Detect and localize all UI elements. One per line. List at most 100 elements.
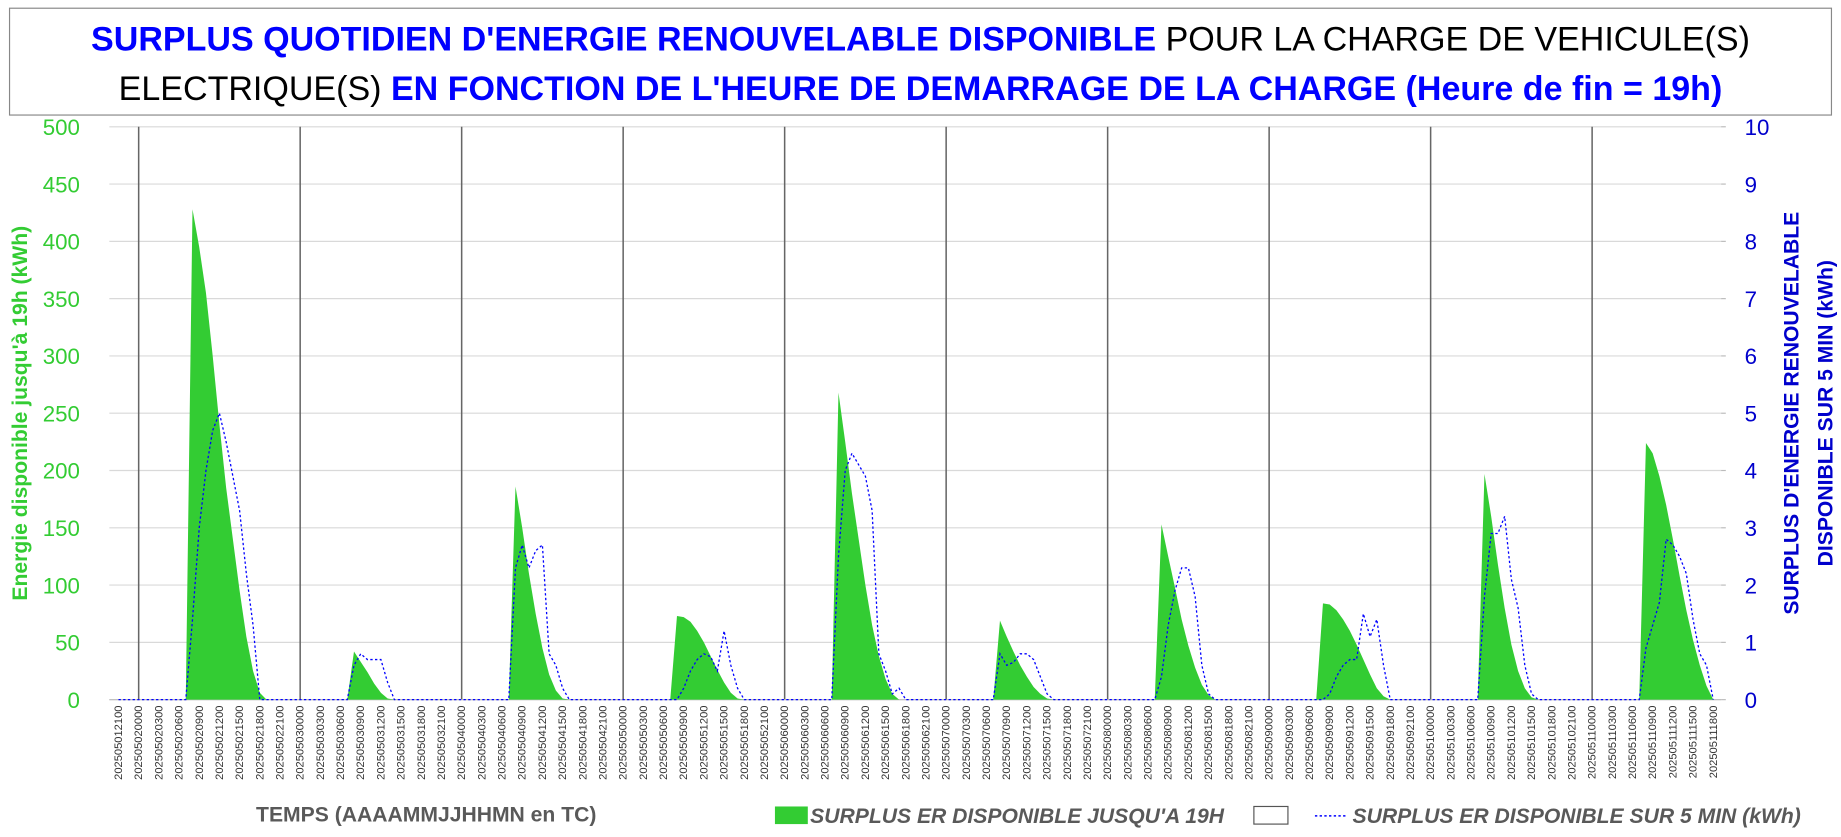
x-tick-label: 202505052100 <box>759 706 771 780</box>
x-tick-label: 202505050000 <box>618 706 630 780</box>
title-part: SURPLUS QUOTIDIEN D'ENERGIE RENOUVELABLE… <box>91 20 1156 58</box>
y2-tick-label: 6 <box>1745 344 1757 369</box>
x-tick-label: 202505060300 <box>799 706 811 780</box>
x-tick-label: 202505050900 <box>678 706 690 780</box>
y-tick-label: 500 <box>43 115 80 140</box>
x-tick-label: 202505111500 <box>1688 706 1700 779</box>
x-tick-label: 202505081800 <box>1223 706 1235 780</box>
x-tick-label: 202505040600 <box>497 706 509 780</box>
y2-tick-label: 0 <box>1745 688 1757 713</box>
x-tick-label: 202505041500 <box>557 706 569 780</box>
x-tick-label: 202505032100 <box>436 706 448 780</box>
x-tick-label: 202505071500 <box>1042 706 1054 780</box>
y-tick-label: 400 <box>43 230 80 255</box>
y2-tick-label: 10 <box>1745 115 1770 140</box>
x-tick-label: 202505071800 <box>1062 706 1074 780</box>
x-tick-label: 202505070900 <box>1001 706 1013 780</box>
x-tick-label: 202505110000 <box>1587 706 1599 780</box>
x-tick-label: 202505092100 <box>1405 706 1417 780</box>
x-tick-label: 202505030900 <box>355 706 367 780</box>
y-tick-label: 450 <box>43 172 80 197</box>
y-tick-label: 100 <box>43 573 80 598</box>
title-line-1: SURPLUS QUOTIDIEN D'ENERGIE RENOUVELABLE… <box>91 20 1750 58</box>
x-tick-label: 202505041200 <box>537 706 549 780</box>
x-tick-label: 202505060600 <box>820 706 832 780</box>
x-tick-label: 202505061200 <box>860 706 872 780</box>
x-tick-label: 202505050300 <box>638 706 650 780</box>
x-tick-label: 202505031200 <box>375 706 387 780</box>
y2-tick-label: 8 <box>1745 230 1757 255</box>
y-tick-label: 150 <box>43 516 80 541</box>
x-tick-label: 202505082100 <box>1243 706 1255 780</box>
x-tick-label: 202505031800 <box>416 706 428 780</box>
x-tick-label: 202505100300 <box>1445 706 1457 780</box>
area <box>118 209 1714 700</box>
x-tick-label: 202505041800 <box>577 706 589 780</box>
legend-label: SURPLUS ER DISPONIBLE SUR 5 MIN (kWh) <box>1353 805 1801 828</box>
x-tick-label: 202505021200 <box>214 706 226 780</box>
y-tick-label: 300 <box>43 344 80 369</box>
x-tick-label: 202505102100 <box>1566 706 1578 780</box>
y2-tick-label: 4 <box>1745 459 1757 484</box>
x-tick-label: 202505020000 <box>133 706 145 780</box>
x-tick-label: 202505091800 <box>1385 706 1397 780</box>
line <box>118 411 1714 701</box>
x-tick-label: 202505071200 <box>1021 706 1033 780</box>
y-tick-label: 0 <box>68 688 80 713</box>
y-axis-title: Energie disponible jusqu'à 19h (kWh) <box>9 226 32 601</box>
x-tick-label: 202505090300 <box>1284 706 1296 780</box>
title-part: POUR LA CHARGE DE VEHICULE(S) <box>1166 20 1750 58</box>
x-tick-label: 202505030000 <box>295 706 307 780</box>
legend-empty-key <box>1253 805 1289 825</box>
x-tick-label: 202505111800 <box>1708 706 1720 779</box>
x-tick-label: 202505030600 <box>335 706 347 780</box>
x-tick-label: 202505110600 <box>1627 706 1639 780</box>
y2-tick-label: 9 <box>1745 172 1757 197</box>
x-tick-label: 202505090600 <box>1304 706 1316 780</box>
x-tick-label: 202505060900 <box>840 706 852 780</box>
x-tick-label: 202505051500 <box>719 706 731 780</box>
y2-axis-title: DISPONIBLE SUR 5 MIN (kWh) <box>1815 260 1838 566</box>
x-tick-label: 202505101500 <box>1526 706 1538 780</box>
x-tick-label: 202505051800 <box>739 706 751 780</box>
x-tick-label: 202505021800 <box>254 706 266 780</box>
y-tick-label: 250 <box>43 401 80 426</box>
x-tick-label: 202505062100 <box>920 706 932 780</box>
x-tick-label: 202505060000 <box>779 706 791 780</box>
x-tick-label: 202505020900 <box>194 706 206 780</box>
x-tick-label: 202505101200 <box>1506 706 1518 780</box>
x-tick-label: 202505091200 <box>1344 706 1356 780</box>
x-tick-label: 202505090000 <box>1264 706 1276 780</box>
x-tick-label: 202505020600 <box>174 706 186 780</box>
y-tick-label: 350 <box>43 287 80 312</box>
x-tick-label: 202505030300 <box>315 706 327 780</box>
x-tick-label: 202505070600 <box>981 706 993 780</box>
x-tick-label: 202505070300 <box>961 706 973 780</box>
x-tick-label: 202505101800 <box>1546 706 1558 780</box>
y2-tick-label: 2 <box>1745 573 1757 598</box>
x-tick-label: 202505111200 <box>1667 706 1679 779</box>
title-line-2: ELECTRIQUE(S) EN FONCTION DE L'HEURE DE … <box>119 70 1723 108</box>
x-tick-label: 202505050600 <box>658 706 670 780</box>
x-tick-label: 202505021500 <box>234 706 246 780</box>
x-tick-label: 202505081500 <box>1203 706 1215 780</box>
x-tick-label: 202505020300 <box>153 706 165 780</box>
x-tick-label: 202505080600 <box>1143 706 1155 780</box>
y2-tick-label: 3 <box>1745 516 1757 541</box>
title-part: EN FONCTION DE L'HEURE DE DEMARRAGE DE L… <box>391 70 1722 108</box>
y2-tick-label: 7 <box>1745 287 1757 312</box>
x-axis-title: TEMPS (AAAAMMJJHHMN en TC) <box>256 804 596 827</box>
x-tick-label: 202505081200 <box>1183 706 1195 780</box>
x-tick-label: 202505012100 <box>113 706 125 780</box>
x-tick-label: 202505051200 <box>698 706 710 780</box>
y-tick-label: 200 <box>43 459 80 484</box>
x-tick-label: 202505022100 <box>274 706 286 780</box>
x-tick-label: 202505070000 <box>941 706 953 780</box>
legend-label: SURPLUS ER DISPONIBLE JUSQU'A 19H <box>810 805 1225 828</box>
y2-tick-label: 5 <box>1745 401 1757 426</box>
x-tick-label: 202505110300 <box>1607 706 1619 780</box>
x-tick-label: 202505042100 <box>597 706 609 780</box>
x-tick-label: 202505091500 <box>1365 706 1377 780</box>
